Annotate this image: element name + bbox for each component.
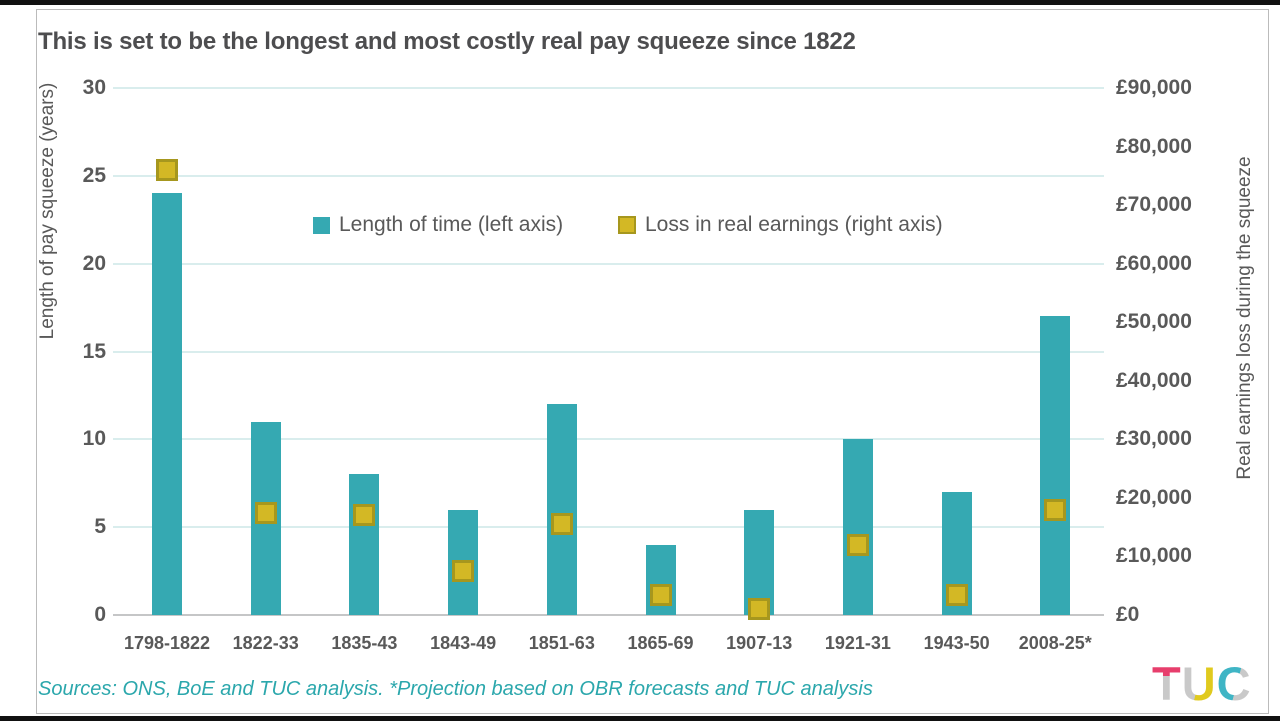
right-axis-tick: £70,000 <box>1116 193 1192 217</box>
x-axis-label: 1851-63 <box>528 633 595 653</box>
yellow-square-icon <box>618 216 636 234</box>
chart-title: This is set to be the longest and most c… <box>38 28 856 55</box>
legend-label: Length of time (left axis) <box>339 213 564 236</box>
marker-2008-25* <box>1044 498 1067 521</box>
x-axis-label: 1921-31 <box>824 633 891 653</box>
x-axis-label: 1943-50 <box>923 633 990 653</box>
x-axis-label: 1907-13 <box>726 633 793 653</box>
tuc-logo-letter-c: C <box>1216 657 1252 710</box>
marker-1907-13 <box>748 598 771 621</box>
marker-1851-63 <box>550 513 573 536</box>
marker-1943-50 <box>945 583 968 606</box>
video-bottom-bar <box>0 716 1280 721</box>
left-axis-tick: 20 <box>82 251 106 275</box>
right-axis-tick: £30,000 <box>1116 427 1192 451</box>
bar-1835-43 <box>349 474 380 615</box>
gridline <box>113 87 1104 89</box>
left-axis-tick: 15 <box>82 339 106 363</box>
bar-1798-1822 <box>152 193 182 615</box>
right-axis-tick: £20,000 <box>1116 485 1192 509</box>
right-axis-title: Real earnings loss during the squeeze <box>1234 156 1255 480</box>
right-axis-tick: £50,000 <box>1116 310 1192 334</box>
left-axis-tick: 0 <box>94 603 106 626</box>
right-axis-tick: £10,000 <box>1116 544 1192 568</box>
marker-1835-43 <box>353 504 376 527</box>
legend-label: Loss in real earnings (right axis) <box>645 213 943 236</box>
gridline <box>113 174 1104 177</box>
gridline <box>113 262 1104 265</box>
x-axis-label: 1822-33 <box>232 633 299 653</box>
left-axis-tick: 30 <box>82 76 106 99</box>
x-axis-label: 1843-49 <box>430 633 497 653</box>
gridline <box>113 526 1104 529</box>
right-axis-tick: £0 <box>1116 603 1140 626</box>
tuc-logo: TUC <box>1152 656 1252 711</box>
tuc-logo-letter-u: U <box>1181 657 1217 710</box>
bar-1851-63 <box>546 404 577 615</box>
bar-1921-31 <box>842 439 873 615</box>
right-axis-tick: £60,000 <box>1116 251 1192 275</box>
bar-1907-13 <box>744 509 775 615</box>
video-top-bar <box>0 0 1280 5</box>
legend-item-length-of-time: Length of time (left axis) <box>313 213 563 237</box>
gridline <box>113 438 1104 441</box>
left-axis-tick: 25 <box>82 163 106 187</box>
x-axis-label: 1798-1822 <box>123 633 211 653</box>
x-axis-label: 1835-43 <box>331 633 398 653</box>
marker-1921-31 <box>846 533 869 556</box>
teal-square-icon <box>313 216 330 234</box>
left-axis-title: Length of pay squeeze (years) <box>37 82 58 340</box>
source-note: Sources: ONS, BoE and TUC analysis. *Pro… <box>38 678 873 700</box>
x-axis-line <box>113 614 1104 616</box>
marker-1822-33 <box>254 501 277 524</box>
marker-1865-69 <box>649 583 672 606</box>
marker-1843-49 <box>452 560 475 583</box>
left-axis-tick: 10 <box>82 427 106 451</box>
legend-item-loss-in-real-earnings: Loss in real earnings (right axis) <box>618 213 943 237</box>
bar-2008-25* <box>1040 316 1071 615</box>
gridline <box>113 350 1104 353</box>
right-axis-tick: £40,000 <box>1116 368 1192 392</box>
right-axis-tick: £90,000 <box>1116 76 1192 99</box>
x-axis-label: 2008-25* <box>1018 633 1092 653</box>
x-axis-label: 1865-69 <box>627 633 694 653</box>
right-axis-tick: £80,000 <box>1116 134 1192 158</box>
marker-1798-1822 <box>156 158 178 181</box>
left-axis-tick: 5 <box>94 515 106 539</box>
tuc-logo-letter-t: T <box>1152 657 1182 710</box>
